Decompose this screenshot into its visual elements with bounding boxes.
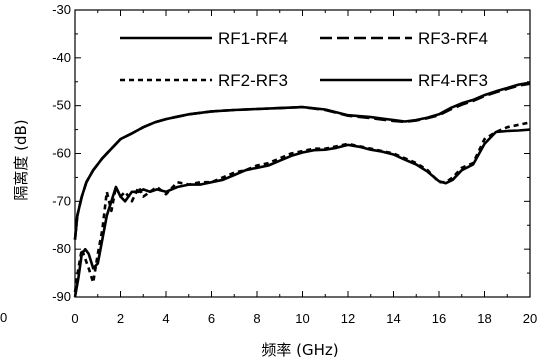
y-tick-label: -40 bbox=[52, 50, 71, 65]
x-tick-label: 14 bbox=[386, 311, 400, 326]
y-tick-label: -60 bbox=[52, 146, 71, 161]
legend-label-rf3-rf4: RF3-RF4 bbox=[418, 29, 488, 48]
x-tick-label: 0 bbox=[71, 311, 78, 326]
x-tick-label: 2 bbox=[117, 311, 124, 326]
y-axis-title: 隔离度 (dB) bbox=[12, 119, 30, 200]
y-axis-ticks: -90 -80 -70 -60 -50 -40 -30 bbox=[52, 2, 530, 304]
series-layer bbox=[73, 81, 531, 298]
legend-label-rf4-rf3: RF4-RF3 bbox=[418, 71, 488, 90]
y-tick-label: -50 bbox=[52, 98, 71, 113]
legend: RF1-RF4 RF3-RF4 RF2-RF3 RF4-RF3 bbox=[120, 29, 488, 90]
y-tick-label: -90 bbox=[52, 289, 71, 304]
x-tick-label: 6 bbox=[208, 311, 215, 326]
y-tick-label: -80 bbox=[52, 241, 71, 256]
y-tick-label: -70 bbox=[52, 193, 71, 208]
x-tick-label: 12 bbox=[341, 311, 355, 326]
series-line-rf1-rf4 bbox=[73, 81, 531, 240]
series-line-rf4-rf3 bbox=[73, 128, 531, 298]
x-tick-label: 4 bbox=[162, 311, 169, 326]
x-tick-label: 18 bbox=[477, 311, 491, 326]
x-tick-label: 8 bbox=[253, 311, 260, 326]
x-tick-label: 10 bbox=[295, 311, 309, 326]
stray-left-label: 0 bbox=[0, 310, 7, 325]
series-line-rf2-rf3 bbox=[73, 121, 531, 293]
series-line-rf3-rf4 bbox=[73, 82, 531, 240]
x-tick-label: 20 bbox=[523, 311, 537, 326]
legend-label-rf2-rf3: RF2-RF3 bbox=[218, 71, 288, 90]
y-tick-label: -30 bbox=[52, 2, 71, 17]
x-axis-ticks: 0 2 4 6 8 10 12 14 16 18 20 bbox=[71, 10, 537, 326]
x-tick-label: 16 bbox=[432, 311, 446, 326]
legend-label-rf1-rf4: RF1-RF4 bbox=[218, 29, 288, 48]
x-axis-title: 频率 (GHz) bbox=[261, 341, 338, 359]
